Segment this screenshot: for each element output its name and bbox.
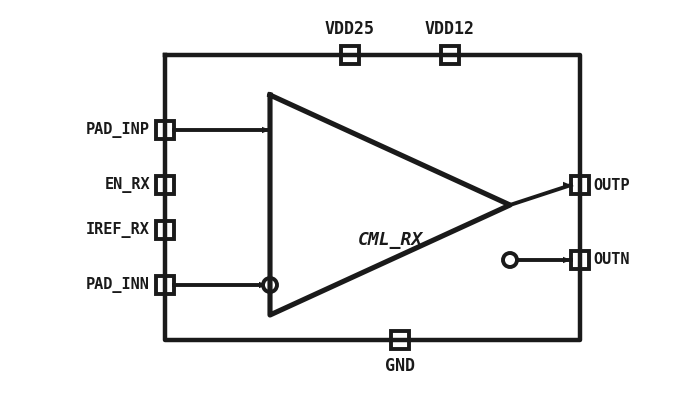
- Text: VDD12: VDD12: [425, 20, 475, 38]
- Text: PAD_INP: PAD_INP: [86, 122, 150, 138]
- Polygon shape: [563, 257, 571, 263]
- Text: GND: GND: [385, 357, 415, 375]
- Text: OUTP: OUTP: [593, 178, 629, 193]
- Text: CML_RX: CML_RX: [358, 231, 423, 249]
- Polygon shape: [156, 121, 174, 139]
- Polygon shape: [341, 46, 359, 64]
- Text: OUTN: OUTN: [593, 252, 629, 267]
- Polygon shape: [563, 182, 571, 188]
- Polygon shape: [156, 221, 174, 239]
- Polygon shape: [441, 46, 459, 64]
- Polygon shape: [262, 127, 270, 133]
- Polygon shape: [259, 282, 267, 288]
- Polygon shape: [571, 251, 589, 269]
- Text: IREF_RX: IREF_RX: [86, 222, 150, 238]
- Text: EN_RX: EN_RX: [104, 177, 150, 193]
- Polygon shape: [391, 331, 409, 349]
- Circle shape: [263, 278, 277, 292]
- Text: VDD25: VDD25: [325, 20, 375, 38]
- Polygon shape: [156, 276, 174, 294]
- Polygon shape: [571, 176, 589, 194]
- Polygon shape: [156, 176, 174, 194]
- Circle shape: [503, 253, 517, 267]
- Text: PAD_INN: PAD_INN: [86, 277, 150, 293]
